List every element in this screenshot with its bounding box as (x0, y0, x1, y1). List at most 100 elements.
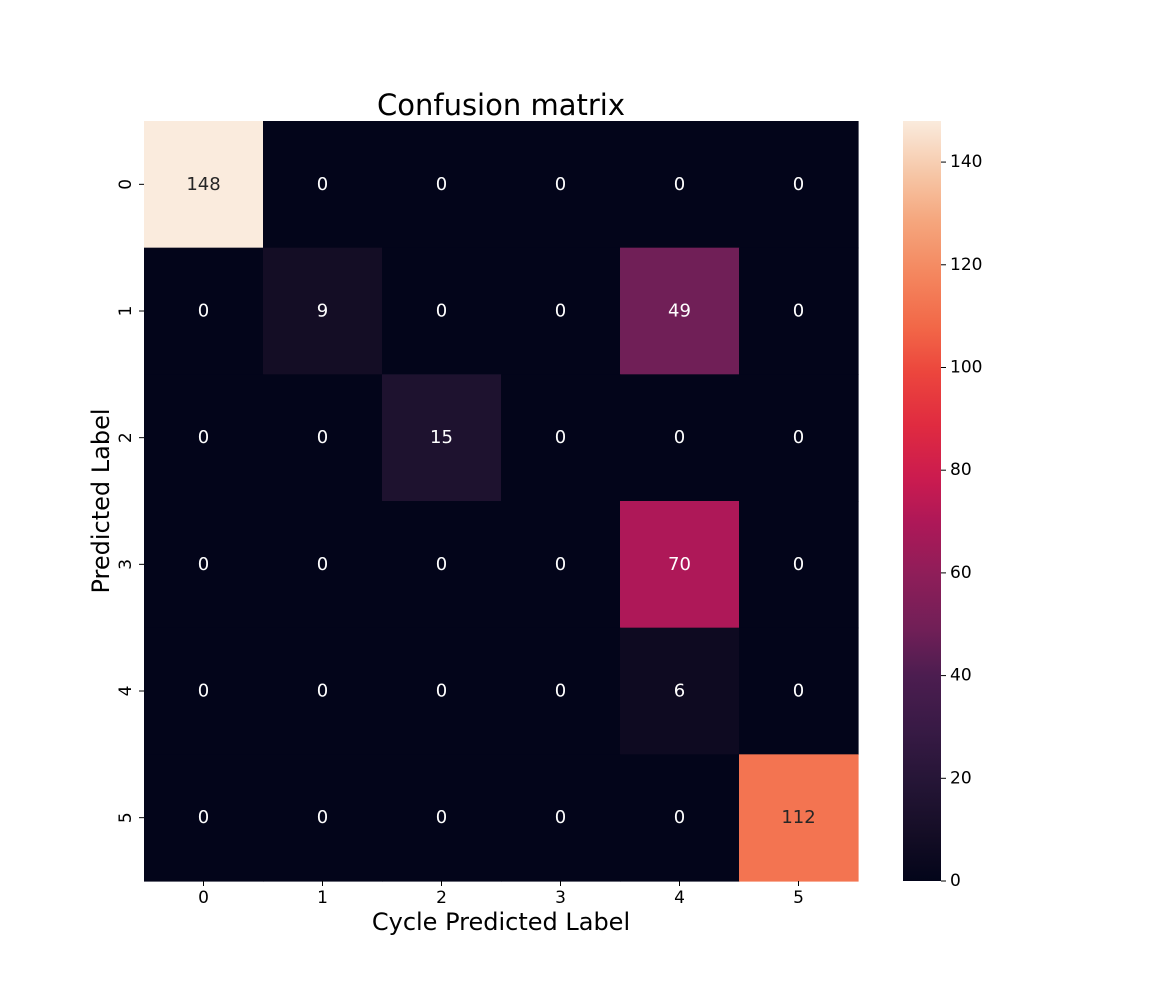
heatmap-cell-r3-c0 (144, 501, 264, 629)
heatmap-cell-r2-c0 (144, 374, 264, 502)
cell-value-r0-c5: 0 (793, 174, 804, 195)
heatmap-cell-r3-c3 (501, 501, 621, 629)
colorbar-tick-label-0: 0 (950, 871, 961, 891)
heatmap-cell-r0-c1 (263, 121, 383, 249)
x-tick-label-3: 3 (555, 888, 566, 908)
cell-value-r5-c3: 0 (555, 807, 566, 828)
heatmap-cell-r2-c5 (739, 374, 859, 502)
y-axis-ticks: 0 1 2 3 4 5 (116, 179, 144, 823)
x-tick-label-5: 5 (793, 888, 804, 908)
cell-value-r2-c5: 0 (793, 427, 804, 448)
heatmap-cell-r4-c4 (620, 627, 740, 755)
cell-value-r5-c1: 0 (317, 807, 328, 828)
cell-value-r4-c4: 6 (674, 681, 685, 702)
y-axis-title: Predicted Label (87, 408, 115, 593)
cell-value-r5-c2: 0 (436, 807, 447, 828)
colorbar-tick-label-4: 80 (950, 460, 972, 480)
cell-value-r0-c3: 0 (555, 174, 566, 195)
cell-value-r4-c3: 0 (555, 681, 566, 702)
heatmap-cell-r3-c1 (263, 501, 383, 629)
colorbar-tick-label-3: 60 (950, 563, 972, 583)
cell-annotations: 148 0 0 0 0 0 0 9 0 0 49 0 0 0 15 0 0 0 0 0 0 0 70 0 0 0 0 0 6 0 0 0 0 0 0… (186, 174, 815, 828)
cell-value-r2-c1: 0 (317, 427, 328, 448)
heatmap-cell-r3-c4 (620, 501, 740, 629)
colorbar (903, 121, 941, 881)
heatmap-cell-r0-c0 (144, 121, 264, 249)
heatmap-cell-r5-c3 (501, 754, 621, 882)
cell-value-r4-c2: 0 (436, 681, 447, 702)
heatmap-cell-r2-c4 (620, 374, 740, 502)
cell-value-r0-c0: 148 (186, 174, 220, 195)
colorbar-tick-label-6: 120 (950, 255, 982, 275)
heatmap-cell-r2-c2 (382, 374, 502, 502)
cell-value-r1-c3: 0 (555, 301, 566, 322)
colorbar-tick-label-2: 40 (950, 666, 972, 686)
x-tick-label-2: 2 (436, 888, 447, 908)
chart-title: Confusion matrix (377, 88, 625, 122)
colorbar-tick-label-5: 100 (950, 357, 982, 377)
heatmap-cell-r1-c4 (620, 247, 740, 375)
heatmap-cell-r5-c2 (382, 754, 502, 882)
cell-value-r4-c5: 0 (793, 681, 804, 702)
cell-value-r1-c4: 49 (668, 301, 691, 322)
heatmap-cells (144, 121, 859, 882)
x-tick-label-0: 0 (198, 888, 209, 908)
heatmap-cell-r0-c5 (739, 121, 859, 249)
colorbar-tick-label-7: 140 (950, 152, 982, 172)
cell-value-r4-c0: 0 (198, 681, 209, 702)
heatmap-cell-r0-c2 (382, 121, 502, 249)
y-tick-label-3: 3 (116, 559, 136, 570)
y-tick-label-5: 5 (116, 812, 136, 823)
cell-value-r1-c1: 9 (317, 301, 328, 322)
heatmap-cell-r4-c0 (144, 627, 264, 755)
heatmap-cell-r1-c3 (501, 247, 621, 375)
cell-value-r4-c1: 0 (317, 681, 328, 702)
heatmap-cell-r4-c1 (263, 627, 383, 755)
x-tick-label-4: 4 (674, 888, 685, 908)
heatmap-cell-r5-c5 (739, 754, 859, 882)
heatmap-cell-r5-c0 (144, 754, 264, 882)
heatmap-cell-r2-c1 (263, 374, 383, 502)
cell-value-r3-c5: 0 (793, 554, 804, 575)
cell-value-r2-c4: 0 (674, 427, 685, 448)
cell-value-r0-c1: 0 (317, 174, 328, 195)
heatmap-cell-r4-c3 (501, 627, 621, 755)
heatmap-cell-r1-c1 (263, 247, 383, 375)
y-tick-label-0: 0 (116, 179, 136, 190)
cell-value-r1-c0: 0 (198, 301, 209, 322)
colorbar-tick-label-1: 20 (950, 768, 972, 788)
heatmap-cell-r1-c2 (382, 247, 502, 375)
cell-value-r0-c4: 0 (674, 174, 685, 195)
heatmap-cell-r5-c4 (620, 754, 740, 882)
y-tick-label-2: 2 (116, 432, 136, 443)
cell-value-r1-c2: 0 (436, 301, 447, 322)
heatmap-cell-r5-c1 (263, 754, 383, 882)
y-tick-label-4: 4 (116, 686, 136, 697)
cell-value-r2-c2: 15 (430, 427, 453, 448)
x-axis-title: Cycle Predicted Label (372, 908, 630, 936)
cell-value-r3-c4: 70 (668, 554, 691, 575)
cell-value-r3-c1: 0 (317, 554, 328, 575)
heatmap-cell-r0-c4 (620, 121, 740, 249)
cell-value-r2-c3: 0 (555, 427, 566, 448)
heatmap-cell-r1-c0 (144, 247, 264, 375)
heatmap-cell-r0-c3 (501, 121, 621, 249)
cell-value-r5-c5: 112 (781, 807, 815, 828)
heatmap-cell-r1-c5 (739, 247, 859, 375)
cell-value-r3-c3: 0 (555, 554, 566, 575)
x-tick-label-1: 1 (317, 888, 328, 908)
cell-value-r0-c2: 0 (436, 174, 447, 195)
colorbar-ticks: 0 20 40 60 80 100 120 140 (941, 152, 982, 891)
cell-value-r3-c0: 0 (198, 554, 209, 575)
heatmap-cell-r2-c3 (501, 374, 621, 502)
cell-value-r1-c5: 0 (793, 301, 804, 322)
y-tick-label-1: 1 (116, 306, 136, 317)
x-axis-ticks: 0 1 2 3 4 5 (198, 881, 804, 908)
cell-value-r5-c0: 0 (198, 807, 209, 828)
cell-value-r5-c4: 0 (674, 807, 685, 828)
heatmap-cell-r3-c2 (382, 501, 502, 629)
cell-value-r2-c0: 0 (198, 427, 209, 448)
heatmap-cell-r3-c5 (739, 501, 859, 629)
heatmap-cell-r4-c2 (382, 627, 502, 755)
